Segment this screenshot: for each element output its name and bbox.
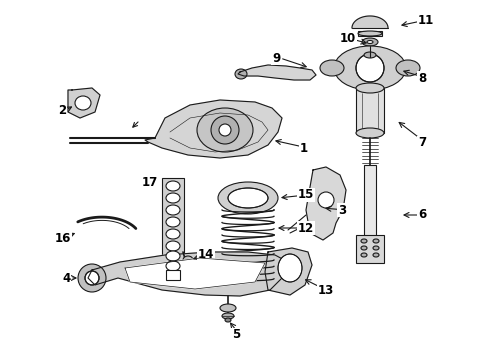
- Ellipse shape: [225, 318, 231, 322]
- Text: 8: 8: [418, 72, 426, 85]
- Text: 4: 4: [62, 271, 70, 284]
- Ellipse shape: [361, 253, 367, 257]
- Text: 11: 11: [418, 13, 434, 27]
- Bar: [166, 270, 180, 280]
- Ellipse shape: [356, 54, 384, 82]
- Bar: [358, 31, 382, 36]
- Text: 3: 3: [338, 203, 346, 216]
- Ellipse shape: [320, 60, 344, 76]
- Text: 7: 7: [418, 136, 426, 149]
- Ellipse shape: [362, 38, 378, 46]
- Text: 5: 5: [232, 328, 240, 342]
- Ellipse shape: [218, 182, 278, 214]
- Ellipse shape: [197, 108, 253, 152]
- Ellipse shape: [367, 40, 373, 44]
- Ellipse shape: [318, 192, 334, 208]
- Ellipse shape: [373, 239, 379, 243]
- Polygon shape: [145, 100, 282, 158]
- Text: 1: 1: [300, 141, 308, 154]
- Text: 10: 10: [340, 31, 356, 45]
- Ellipse shape: [361, 239, 367, 243]
- Ellipse shape: [278, 254, 302, 282]
- Ellipse shape: [356, 128, 384, 138]
- Ellipse shape: [166, 241, 180, 251]
- Text: 6: 6: [418, 208, 426, 221]
- Polygon shape: [125, 258, 265, 289]
- Text: 9: 9: [272, 51, 280, 64]
- Ellipse shape: [220, 304, 236, 312]
- Ellipse shape: [396, 60, 420, 76]
- Ellipse shape: [364, 52, 376, 58]
- Ellipse shape: [373, 246, 379, 250]
- Text: 15: 15: [298, 189, 315, 202]
- Ellipse shape: [85, 271, 99, 285]
- Ellipse shape: [358, 31, 382, 36]
- Ellipse shape: [166, 181, 180, 191]
- Polygon shape: [68, 88, 100, 118]
- Text: 14: 14: [198, 248, 215, 261]
- Ellipse shape: [166, 251, 180, 261]
- Ellipse shape: [373, 253, 379, 257]
- Ellipse shape: [276, 252, 296, 288]
- Ellipse shape: [219, 124, 231, 136]
- Text: 13: 13: [318, 284, 334, 297]
- Bar: [356, 88, 384, 133]
- Bar: [356, 235, 384, 263]
- Polygon shape: [306, 167, 346, 240]
- Text: 16: 16: [55, 231, 72, 244]
- Ellipse shape: [166, 217, 180, 227]
- Text: 17: 17: [142, 175, 158, 189]
- Ellipse shape: [78, 264, 106, 292]
- Ellipse shape: [166, 205, 180, 215]
- Ellipse shape: [228, 188, 268, 208]
- Ellipse shape: [281, 261, 291, 279]
- Ellipse shape: [183, 256, 193, 264]
- Ellipse shape: [166, 193, 180, 203]
- Ellipse shape: [75, 96, 91, 110]
- Text: 2: 2: [58, 104, 66, 117]
- Ellipse shape: [166, 229, 180, 239]
- Bar: [364, 165, 376, 240]
- Bar: [162, 178, 184, 283]
- Ellipse shape: [361, 246, 367, 250]
- Ellipse shape: [166, 261, 180, 271]
- Ellipse shape: [235, 69, 247, 79]
- Polygon shape: [88, 252, 288, 296]
- Ellipse shape: [356, 83, 384, 93]
- Polygon shape: [238, 65, 316, 80]
- Polygon shape: [352, 16, 388, 28]
- Ellipse shape: [211, 116, 239, 144]
- Polygon shape: [265, 248, 312, 295]
- Text: 12: 12: [298, 221, 314, 234]
- Ellipse shape: [334, 46, 406, 90]
- Ellipse shape: [222, 313, 234, 319]
